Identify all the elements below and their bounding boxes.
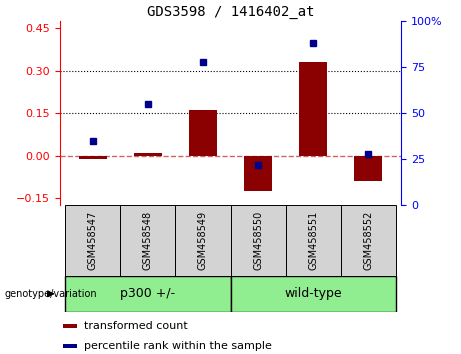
Bar	[299, 62, 327, 156]
Bar	[189, 110, 217, 156]
FancyBboxPatch shape	[176, 205, 230, 276]
Bar	[63, 343, 77, 348]
Text: GSM458548: GSM458548	[143, 211, 153, 270]
Bar	[134, 153, 162, 156]
Bar	[79, 156, 106, 159]
Text: GSM458552: GSM458552	[363, 211, 373, 270]
FancyBboxPatch shape	[120, 205, 176, 276]
FancyBboxPatch shape	[285, 205, 341, 276]
FancyBboxPatch shape	[230, 205, 285, 276]
Text: GSM458550: GSM458550	[253, 211, 263, 270]
Bar	[355, 156, 382, 181]
Text: genotype/variation: genotype/variation	[5, 289, 97, 299]
Text: wild-type: wild-type	[284, 287, 342, 300]
Text: p300 +/-: p300 +/-	[120, 287, 176, 300]
Text: GSM458551: GSM458551	[308, 211, 318, 270]
FancyBboxPatch shape	[65, 205, 120, 276]
Bar	[63, 324, 77, 328]
Text: GSM458549: GSM458549	[198, 211, 208, 270]
Title: GDS3598 / 1416402_at: GDS3598 / 1416402_at	[147, 5, 314, 19]
Text: GSM458547: GSM458547	[88, 211, 98, 270]
FancyBboxPatch shape	[341, 205, 396, 276]
Bar	[244, 156, 272, 191]
FancyBboxPatch shape	[230, 276, 396, 312]
FancyBboxPatch shape	[65, 276, 230, 312]
Text: percentile rank within the sample: percentile rank within the sample	[84, 341, 272, 350]
Text: transformed count: transformed count	[84, 321, 188, 331]
